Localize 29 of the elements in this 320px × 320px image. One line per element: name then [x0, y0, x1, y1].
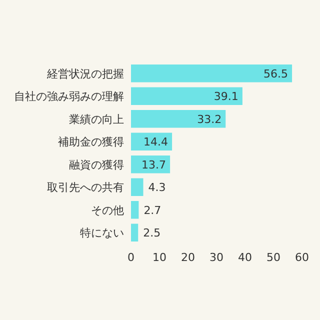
bar — [131, 178, 144, 196]
bar — [131, 224, 138, 242]
x-tick-label: 20 — [181, 251, 195, 264]
x-tick-label: 60 — [295, 251, 309, 264]
x-tick-label: 50 — [266, 251, 280, 264]
bar — [131, 201, 139, 219]
data-label: 33.2 — [197, 112, 222, 126]
x-tick-label: 40 — [238, 251, 252, 264]
data-label: 2.7 — [144, 204, 162, 217]
data-label: 4.3 — [148, 181, 166, 194]
y-tick-label: 特にない — [80, 226, 124, 240]
y-tick-label: 補助金の獲得 — [58, 136, 124, 149]
x-tick-label: 30 — [210, 251, 224, 264]
bar — [131, 110, 226, 128]
bar — [131, 87, 242, 105]
y-tick-label: 経営状況の把握 — [46, 67, 124, 80]
y-tick-label: 取引先への共有 — [47, 181, 124, 194]
x-tick-label: 10 — [152, 251, 166, 264]
data-label: 39.1 — [214, 90, 238, 104]
data-label: 56.5 — [264, 67, 288, 80]
data-label: 2.5 — [143, 226, 161, 240]
x-tick-label: 0 — [128, 251, 134, 264]
data-label: 13.7 — [142, 158, 166, 172]
bar — [131, 64, 292, 82]
data-label: 14.4 — [144, 136, 168, 149]
y-tick-label: その他 — [91, 204, 124, 217]
y-tick-label: 融資の獲得 — [69, 158, 124, 172]
y-tick-label: 自社の強み弱みの理解 — [14, 90, 124, 104]
y-tick-label: 業績の向上 — [69, 112, 124, 126]
